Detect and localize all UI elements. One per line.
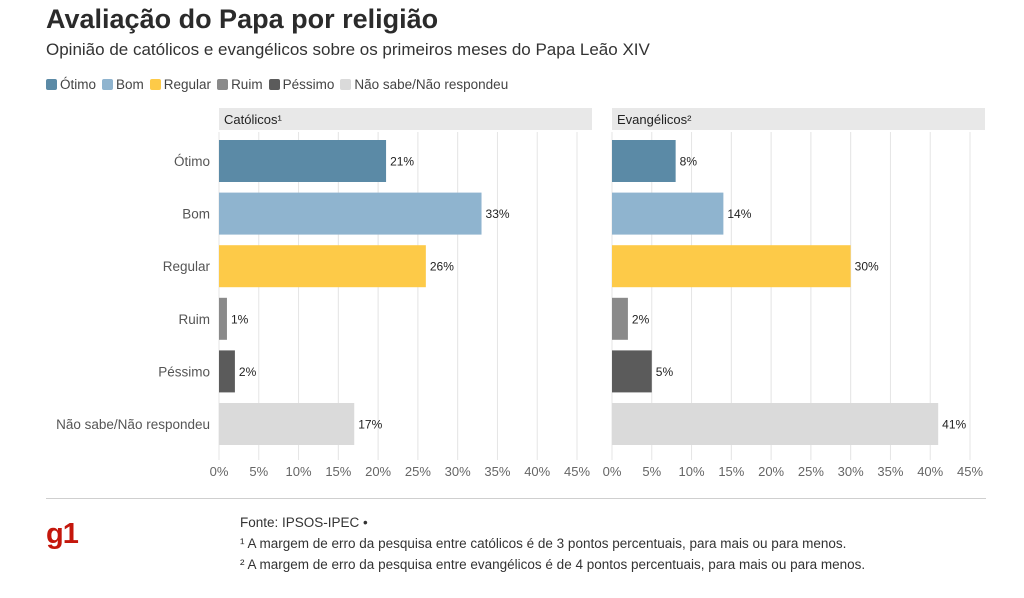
data-label: 14% <box>727 207 751 221</box>
bar <box>219 350 235 393</box>
x-tick-label: 10% <box>286 464 312 479</box>
legend-item-otimo: Ótimo <box>46 77 96 92</box>
data-label: 2% <box>632 312 650 326</box>
chart-subtitle: Opinião de católicos e evangélicos sobre… <box>46 40 650 59</box>
legend-item-bom: Bom <box>102 77 144 92</box>
x-tick-label: 25% <box>405 464 431 479</box>
x-tick-label: 30% <box>838 464 864 479</box>
x-tick-label: 30% <box>445 464 471 479</box>
legend-swatch <box>340 79 352 90</box>
x-tick-label: 15% <box>325 464 351 479</box>
data-label: 21% <box>390 155 414 169</box>
legend-swatch <box>268 79 280 90</box>
legend-swatch <box>102 79 114 90</box>
x-tick-label: 10% <box>679 464 705 479</box>
data-label: 5% <box>656 365 674 379</box>
data-label: 1% <box>231 312 249 326</box>
legend-label: Regular <box>163 77 212 92</box>
x-tick-label: 0% <box>603 464 622 479</box>
legend-item-ruim: Ruim <box>217 77 263 92</box>
x-tick-label: 35% <box>484 464 510 479</box>
x-tick-label: 40% <box>524 464 550 479</box>
legend-item-nao-sabe: Não sabe/Não respondeu <box>340 77 508 92</box>
data-label: 8% <box>680 155 698 169</box>
data-label: 2% <box>239 365 257 379</box>
x-tick-label: 25% <box>798 464 824 479</box>
legend-label: Ruim <box>231 77 263 92</box>
y-category-label: Ruim <box>178 312 210 327</box>
y-category-label: Não sabe/Não respondeu <box>56 417 210 432</box>
legend-item-regular: Regular <box>149 77 212 92</box>
x-tick-label: 35% <box>877 464 903 479</box>
bar <box>219 192 482 235</box>
bar <box>612 192 724 235</box>
legend: Ótimo Bom Regular Ruim Péssimo Não sabe/… <box>46 77 508 92</box>
panel-header-bg <box>219 108 592 130</box>
bar-chart: Católicos¹ 0% 5% 10% 15% 20% 25% 30% 35% 40% 45% 21… <box>56 108 985 479</box>
y-category-label: Péssimo <box>158 364 210 379</box>
bar <box>219 297 227 340</box>
x-tick-label: 40% <box>917 464 943 479</box>
x-tick-label: 20% <box>758 464 784 479</box>
data-label: 30% <box>855 260 879 274</box>
bar <box>612 297 628 340</box>
legend-label: Péssimo <box>282 77 335 92</box>
footer-divider <box>46 498 986 499</box>
chart-title: Avaliação do Papa por religião <box>46 4 439 34</box>
legend-label: Bom <box>116 77 144 92</box>
y-category-label: Bom <box>182 207 210 222</box>
source-text: Fonte: IPSOS-IPEC • <box>240 515 368 530</box>
bar <box>612 245 851 288</box>
x-tick-label: 15% <box>718 464 744 479</box>
data-label: 33% <box>486 207 510 221</box>
bar <box>612 403 939 445</box>
data-label: 26% <box>430 260 454 274</box>
panel-title: Evangélicos² <box>617 112 692 127</box>
data-label: 17% <box>358 418 382 432</box>
x-tick-label: 45% <box>564 464 590 479</box>
x-tick-label: 5% <box>249 464 268 479</box>
bar <box>219 140 387 182</box>
g1-logo: g1 <box>46 518 79 550</box>
legend-swatch <box>217 79 229 90</box>
legend-label: Ótimo <box>60 77 97 92</box>
y-category-label: Ótimo <box>174 154 210 169</box>
bar <box>612 140 676 182</box>
footnote-2: ² A margem de erro da pesquisa entre eva… <box>240 557 866 572</box>
bar <box>612 350 652 393</box>
legend-label: Não sabe/Não respondeu <box>354 77 509 92</box>
x-tick-label: 5% <box>642 464 661 479</box>
x-tick-label: 0% <box>210 464 229 479</box>
y-category-label: Regular <box>163 259 211 274</box>
x-tick-label: 45% <box>957 464 983 479</box>
x-tick-label: 20% <box>365 464 391 479</box>
legend-item-pessimo: Péssimo <box>268 77 335 92</box>
legend-swatch <box>149 79 161 90</box>
panel-title: Católicos¹ <box>224 112 282 127</box>
bar <box>219 245 426 288</box>
panel-header-bg <box>612 108 985 130</box>
bar <box>219 403 355 445</box>
footnote-1: ¹ A margem de erro da pesquisa entre cat… <box>240 536 847 551</box>
legend-swatch <box>46 79 57 90</box>
data-label: 41% <box>942 418 966 432</box>
footer-notes: Fonte: IPSOS-IPEC • ¹ A margem de erro d… <box>240 512 865 575</box>
